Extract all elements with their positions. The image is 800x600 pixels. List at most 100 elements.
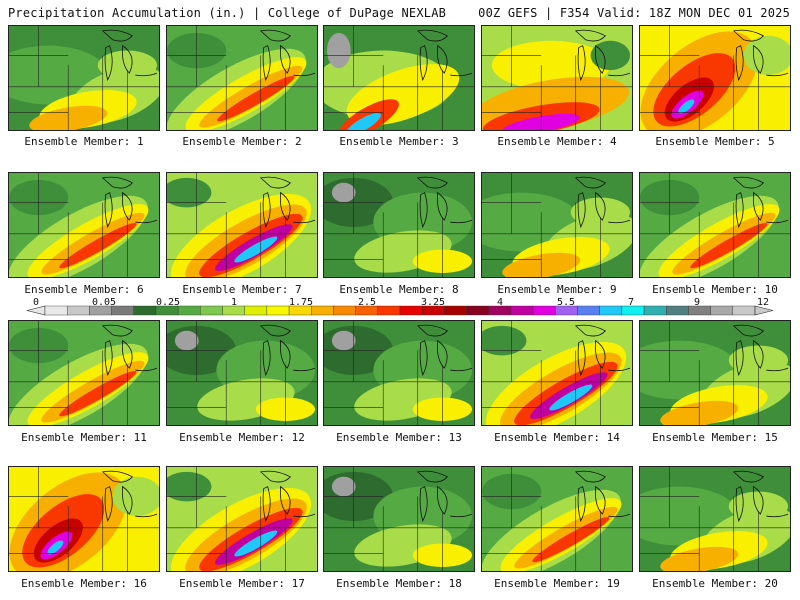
legend-swatch [444,305,467,316]
ensemble-map-panel [8,172,160,278]
legend-tick-label: 9 [693,297,701,308]
ensemble-map-panel [166,466,318,572]
great-lakes-outline [101,176,158,229]
ensemble-map-panel [639,466,791,572]
great-lakes-outline [259,470,316,523]
precip-field [174,330,199,351]
precip-field [326,32,351,69]
precip-field [331,182,356,203]
ensemble-map-panel [639,25,791,131]
ensemble-map-panel [639,172,791,278]
precip-field [728,345,789,375]
precip-field [549,384,593,411]
legend-swatch [532,305,556,316]
legend-tick-label: 12 [756,297,770,308]
precip-field [590,40,631,71]
ensemble-map-panel [166,25,318,131]
ensemble-map-panel [166,172,318,278]
great-lakes-outline [732,324,789,377]
precip-field [331,330,356,351]
precip-field [47,540,64,555]
ensemble-map-panel [323,172,475,278]
great-lakes-outline [416,29,473,82]
legend-tick-label: 4 [496,297,504,308]
legend-swatch [510,305,534,316]
precip-field [482,325,527,356]
great-lakes-outline [574,29,631,82]
great-lakes-outline [259,176,316,229]
ensemble-map-panel [481,172,633,278]
great-lakes-outline [101,470,158,523]
legend-tick-label: 1 [230,297,238,308]
member-caption: Ensemble Member: 17 [179,577,305,590]
great-lakes-outline [574,470,631,523]
member-caption: Ensemble Member: 9 [497,283,617,296]
precip-field [570,197,631,227]
member-caption: Ensemble Member: 16 [21,577,147,590]
member-caption: Ensemble Member: 19 [494,577,620,590]
legend-swatch [133,305,157,316]
ensemble-map-panel [8,25,160,131]
precip-field [59,370,137,417]
precip-field [217,75,295,122]
great-lakes-outline [259,324,316,377]
legend-swatch [311,305,334,316]
precip-field [234,236,278,263]
legend-swatch [643,305,667,316]
member-caption: Ensemble Member: 15 [652,431,778,444]
member-caption: Ensemble Member: 12 [179,431,305,444]
great-lakes-outline [259,29,316,82]
ensemble-map-panel [323,320,475,426]
ensemble-map-panel [481,320,633,426]
legend-swatch [377,305,401,316]
great-lakes-outline [732,29,789,82]
member-caption: Ensemble Member: 18 [336,577,462,590]
member-caption: Ensemble Member: 7 [182,283,302,296]
legend-swatch [666,305,689,316]
precip-field [678,99,695,114]
member-caption: Ensemble Member: 8 [339,283,459,296]
member-caption: Ensemble Member: 11 [21,431,147,444]
legend-swatch [244,305,268,316]
member-caption: Ensemble Member: 10 [652,283,778,296]
legend-swatch [177,305,201,316]
great-lakes-outline [574,176,631,229]
great-lakes-outline [416,470,473,523]
ensemble-map-panel [323,466,475,572]
legend-swatch [599,305,623,316]
legend-tick-label: 1.75 [288,297,314,308]
legend-tick-label: 5.5 [556,297,576,308]
ensemble-map-panel [8,320,160,426]
ensemble-map-panel [166,320,318,426]
member-caption: Ensemble Member: 13 [336,431,462,444]
precip-field [167,177,212,208]
ensemble-map-panel [481,25,633,131]
legend-arrow-high [754,305,774,316]
precip-field [346,113,381,130]
legend-swatch [732,305,756,316]
ensemble-map-panel [639,320,791,426]
great-lakes-outline [101,324,158,377]
legend-swatch [399,305,423,316]
member-caption: Ensemble Member: 1 [24,135,144,148]
member-caption: Ensemble Member: 20 [652,577,778,590]
color-scale-legend [26,305,774,316]
legend-tick-label: 3.25 [420,297,446,308]
legend-swatch [577,305,600,316]
great-lakes-outline [416,324,473,377]
valid-time: 00Z GEFS | F354 Valid: 18Z MON DEC 01 20… [478,6,790,20]
legend-tick-label: 7 [627,297,635,308]
legend-tick-label: 0.25 [155,297,181,308]
legend-swatch [466,305,489,316]
member-caption: Ensemble Member: 4 [497,135,617,148]
legend-swatch [66,305,90,316]
member-caption: Ensemble Member: 5 [655,135,775,148]
legend-tick-label: 2.5 [357,297,377,308]
precip-field [59,222,137,269]
legend-swatch [710,305,734,316]
legend-swatch [266,305,290,316]
precip-field [234,530,278,557]
precip-field [167,471,212,502]
great-lakes-outline [101,29,158,82]
ensemble-map-panel [481,466,633,572]
